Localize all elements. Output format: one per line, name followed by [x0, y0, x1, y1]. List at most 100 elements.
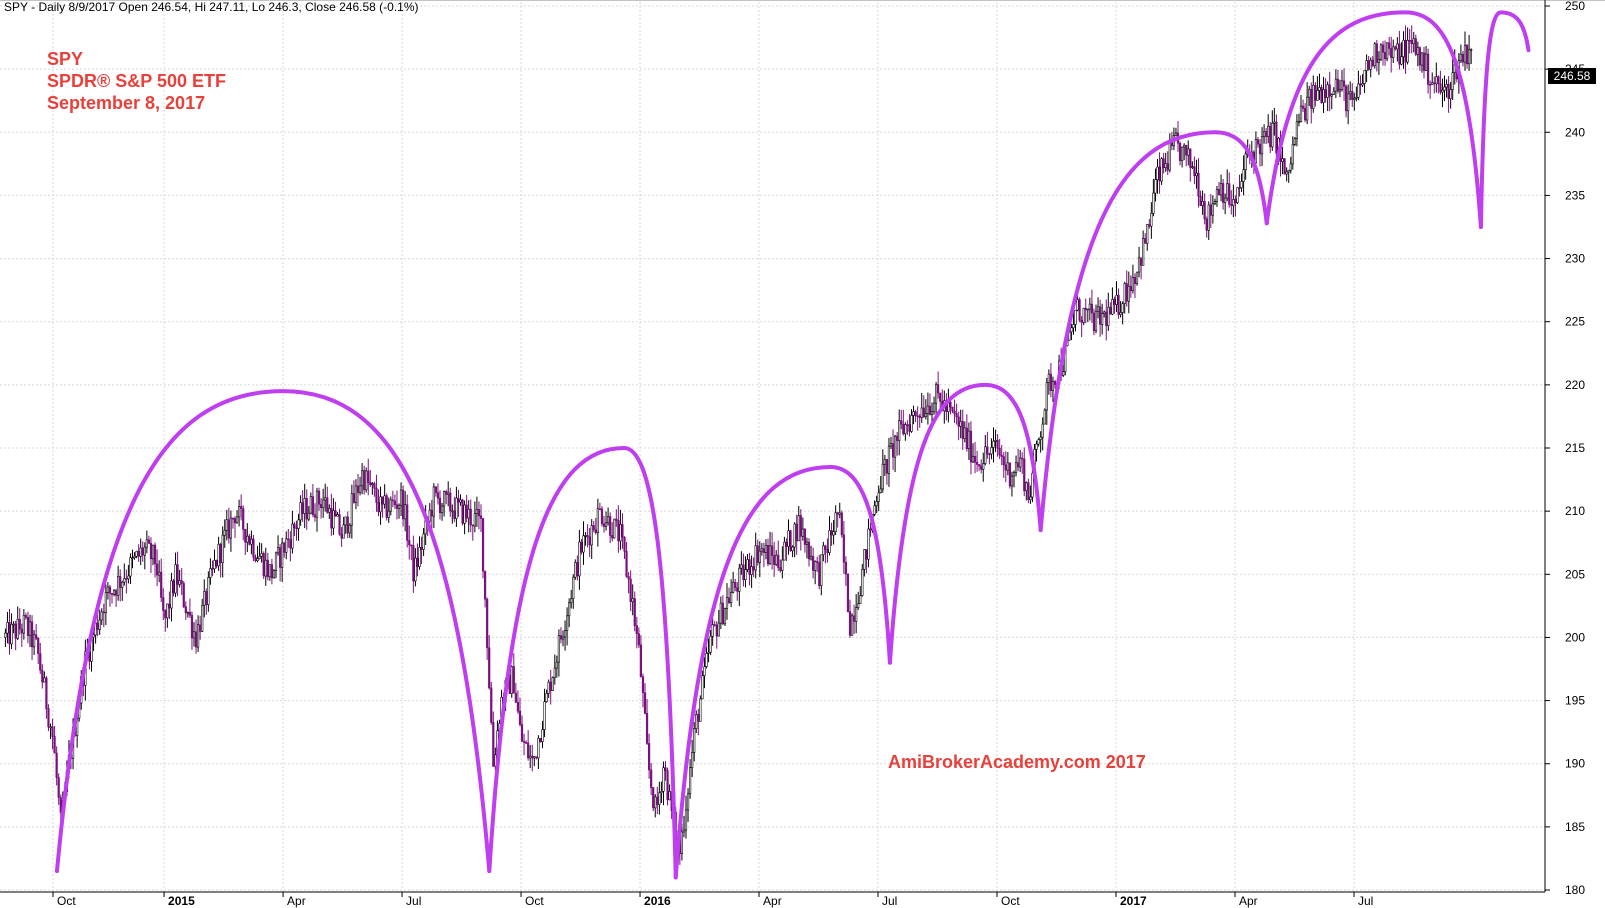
candle-body — [174, 564, 177, 594]
candle-body — [545, 693, 548, 702]
candle-body — [356, 485, 360, 493]
candle-body — [836, 512, 839, 515]
candle-body — [371, 483, 374, 485]
candle-body — [930, 411, 934, 415]
candle-body — [1437, 76, 1440, 85]
candle-body — [1099, 306, 1102, 325]
candle-body — [176, 564, 179, 585]
candle-body — [629, 578, 632, 603]
candle-body — [238, 506, 241, 518]
candle-body — [768, 545, 772, 565]
candle-body — [832, 531, 835, 536]
candle-body — [955, 413, 958, 418]
candle-body — [47, 708, 50, 728]
candle-body — [137, 550, 140, 557]
candle-body — [613, 518, 616, 539]
candle-body — [537, 738, 540, 759]
candle-body — [996, 439, 999, 449]
x-tick-label: Oct — [525, 894, 544, 908]
candle-body — [453, 510, 456, 519]
candle-body — [18, 618, 21, 630]
candle-body — [53, 736, 56, 754]
candle-body — [752, 566, 755, 571]
candle-body — [602, 523, 606, 527]
y-tick-label: 210 — [1565, 504, 1585, 518]
candle-body — [1086, 308, 1089, 311]
candle-body — [1228, 183, 1231, 205]
candle-body — [215, 560, 218, 567]
candle-body — [855, 607, 858, 622]
candle-body — [686, 793, 690, 811]
candle-body — [924, 413, 927, 418]
candle-body — [723, 608, 727, 625]
candle-body — [1074, 309, 1077, 325]
candle-body — [935, 384, 938, 404]
candle-body — [328, 508, 331, 513]
candle-body — [840, 512, 843, 536]
candle-body — [512, 666, 515, 694]
candle-body — [621, 524, 624, 538]
candle-body — [894, 435, 897, 458]
candle-body — [1269, 125, 1272, 148]
candle-body — [1281, 158, 1284, 163]
candle-body — [807, 541, 811, 560]
candle-body — [1238, 187, 1241, 189]
candle-body — [559, 635, 563, 640]
candle-body — [1427, 53, 1430, 85]
candle-body — [4, 632, 7, 638]
candle-body — [1166, 163, 1169, 171]
candle-body — [1338, 89, 1342, 92]
candle-body — [666, 770, 669, 801]
candle-body — [869, 528, 872, 531]
candle-body — [863, 549, 866, 570]
candle-body — [750, 566, 753, 575]
cycle-arcs — [54, 10, 1531, 880]
candle-body — [127, 575, 130, 580]
candle-body — [350, 493, 353, 526]
candle-body — [719, 602, 722, 624]
candle-body — [1412, 38, 1415, 45]
candle-body — [1205, 218, 1208, 231]
candlestick-series — [4, 25, 1473, 865]
y-tick-label: 235 — [1565, 188, 1585, 202]
candle-body — [1285, 171, 1288, 175]
candle-body — [715, 624, 718, 637]
candle-body — [1150, 212, 1153, 227]
candle-body — [416, 557, 419, 567]
candle-body — [549, 681, 552, 691]
candle-body — [412, 545, 415, 582]
candle-body — [734, 581, 737, 588]
candle-body — [904, 424, 907, 435]
candle-body — [1008, 462, 1012, 487]
candle-body — [1400, 56, 1403, 65]
candle-body — [334, 510, 337, 517]
candle-body — [1187, 148, 1190, 156]
candle-body — [529, 755, 532, 759]
cycle-arc — [887, 382, 1043, 665]
candle-body — [184, 606, 187, 614]
candle-body — [777, 554, 780, 568]
candle-body — [1156, 166, 1159, 180]
candle-body — [619, 524, 622, 542]
candle-body — [740, 564, 743, 569]
candle-body — [607, 516, 610, 524]
candle-body — [572, 576, 575, 600]
candle-body — [818, 562, 821, 587]
cycle-arc — [1038, 130, 1269, 533]
candle-body — [625, 550, 628, 577]
candle-body — [555, 661, 558, 669]
x-tick-label: Oct — [1001, 894, 1020, 908]
candle-body — [1094, 310, 1098, 332]
candle-body — [525, 742, 528, 744]
candle-body — [1312, 84, 1315, 109]
candle-body — [1324, 89, 1327, 98]
candle-body — [1308, 88, 1311, 98]
candle-body — [627, 576, 630, 580]
candle-body — [547, 681, 550, 694]
y-tick-label: 215 — [1565, 441, 1585, 455]
candle-body — [816, 561, 819, 563]
candle-body — [1096, 306, 1100, 312]
candle-body — [701, 675, 704, 700]
candle-body — [1193, 166, 1196, 177]
candle-body — [1201, 201, 1204, 206]
